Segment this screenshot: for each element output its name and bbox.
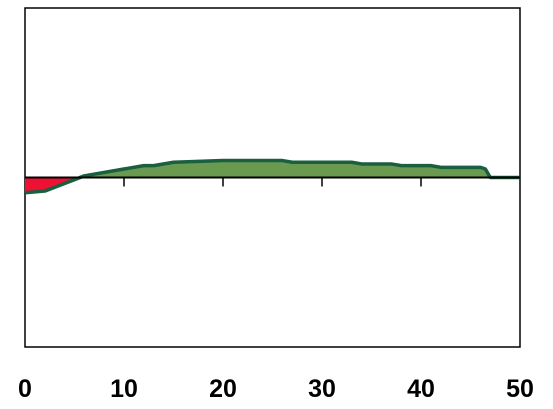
tick-label-layer: 0 10 20 30 40 50 <box>18 375 534 403</box>
x-tick-label-30: 30 <box>308 375 336 403</box>
x-tick-label-10: 10 <box>110 375 138 403</box>
x-tick-label-0: 0 <box>18 375 32 403</box>
x-tick-label-20: 20 <box>209 375 237 403</box>
axis-layer <box>25 176 520 187</box>
series-line <box>24 158 520 195</box>
series-layer <box>24 158 520 195</box>
x-tick-label-40: 40 <box>407 375 435 403</box>
x-tick-label-50: 50 <box>506 375 534 403</box>
positive-area-1 <box>80 160 520 178</box>
